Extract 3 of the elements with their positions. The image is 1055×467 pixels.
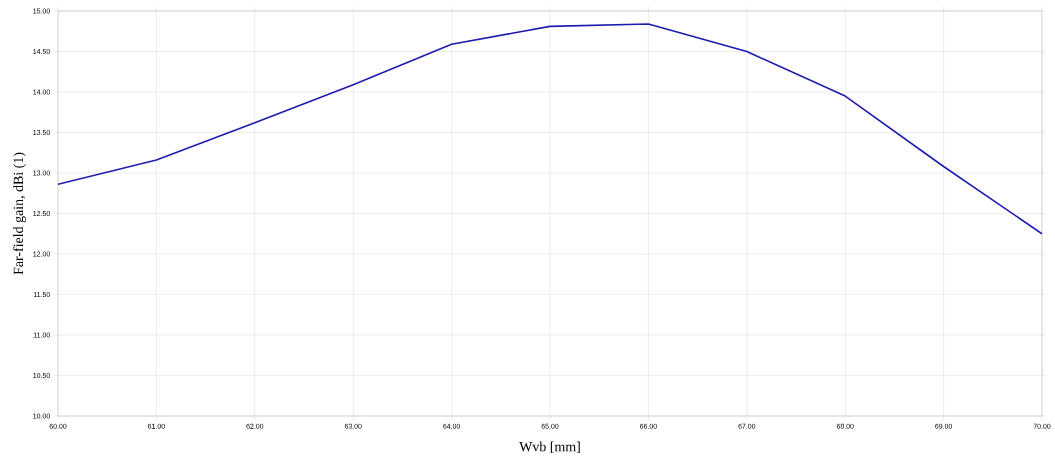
line-series (58, 23, 1043, 235)
x-axis-title: Wvb [mm] (519, 441, 580, 454)
y-axis-title: Far-field gain, dBi (1) (13, 152, 26, 275)
